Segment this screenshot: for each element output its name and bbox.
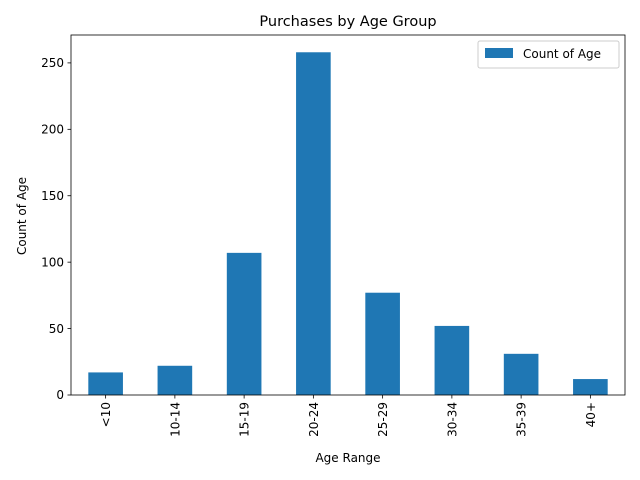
bar-2 [226,252,262,395]
x-tick-label-1: 10-14 [168,402,182,437]
x-tick-label-4: 25-29 [376,402,390,437]
legend-label: Count of Age [523,47,601,61]
x-axis-title: Age Range [315,451,380,465]
bar-0 [88,372,123,395]
x-tick-label-6: 35-39 [515,402,529,437]
bar-6 [503,353,539,395]
plot-frame [70,34,626,396]
y-tick-label-4: 200 [41,123,64,137]
x-tick-label-3: 20-24 [307,402,321,437]
legend-swatch [485,48,513,58]
x-tick-label-5: 30-34 [445,402,459,437]
legend-box [477,40,620,69]
y-tick-label-2: 100 [41,255,64,269]
x-tick-label-2: 15-19 [238,402,252,437]
bar-3 [296,52,331,395]
bar-5 [434,325,470,395]
y-tick-label-5: 250 [41,56,64,70]
x-tick-label-0: <10 [99,402,113,427]
y-tick-label-0: 0 [56,388,64,402]
plot-area: 0 50 100 150 200 250 <10 10-14 15-19 20-24 25-29 30… [41,34,626,437]
bar-7 [573,379,608,395]
y-tick-label-3: 150 [41,189,64,203]
bar-1 [157,365,193,395]
x-tick-label-7: 40+ [584,402,598,427]
legend: Count of Age [477,40,620,69]
y-axis-title: Count of Age [15,177,29,255]
chart-title: Purchases by Age Group [259,14,436,30]
bar-4 [365,292,400,395]
y-tick-label-1: 50 [49,322,64,336]
